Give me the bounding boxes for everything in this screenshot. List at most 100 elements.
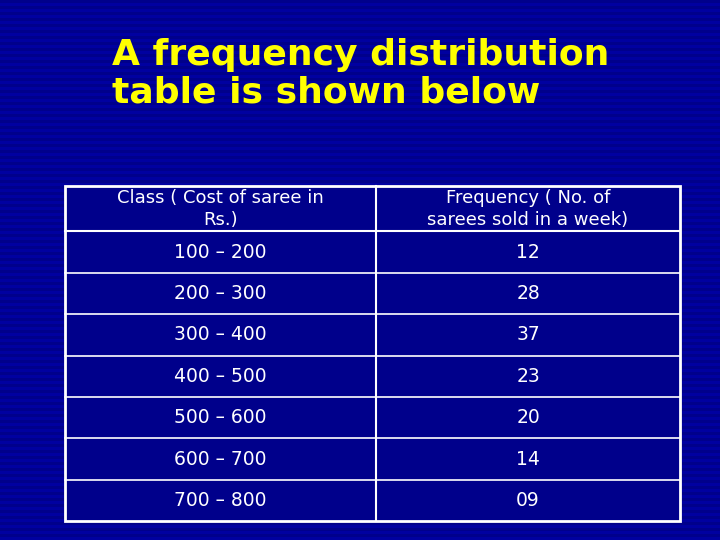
Bar: [0, 171, 720, 174]
Bar: [0, 63, 720, 66]
Bar: [0, 303, 720, 306]
Bar: [0, 87, 720, 90]
Bar: [0, 423, 720, 426]
Text: Frequency ( No. of
sarees sold in a week): Frequency ( No. of sarees sold in a week…: [428, 189, 629, 229]
Bar: [0, 81, 720, 84]
Bar: [0, 501, 720, 504]
Text: 23: 23: [516, 367, 540, 386]
Bar: [0, 471, 720, 474]
Bar: [0, 33, 720, 36]
Bar: [0, 39, 720, 42]
Bar: [0, 165, 720, 168]
Text: 700 – 800: 700 – 800: [174, 491, 266, 510]
Bar: [0, 441, 720, 444]
Bar: [0, 309, 720, 312]
Bar: [0, 75, 720, 78]
Bar: [0, 123, 720, 126]
Bar: [0, 411, 720, 414]
Bar: [0, 399, 720, 402]
Bar: [0, 405, 720, 408]
Text: A frequency distribution
table is shown below: A frequency distribution table is shown …: [112, 38, 609, 110]
Bar: [0, 447, 720, 450]
Bar: [0, 435, 720, 438]
Bar: [0, 345, 720, 348]
Text: 100 – 200: 100 – 200: [174, 242, 266, 262]
Bar: [0, 459, 720, 462]
Bar: [0, 135, 720, 138]
Bar: [0, 525, 720, 528]
Bar: [0, 387, 720, 390]
Bar: [65, 186, 680, 521]
Bar: [0, 477, 720, 480]
Bar: [0, 159, 720, 162]
Text: 20: 20: [516, 408, 540, 427]
Bar: [0, 15, 720, 18]
Bar: [0, 57, 720, 60]
Bar: [0, 315, 720, 318]
Text: 600 – 700: 600 – 700: [174, 449, 266, 469]
Bar: [0, 327, 720, 330]
Bar: [0, 9, 720, 12]
Bar: [0, 363, 720, 366]
Bar: [0, 357, 720, 360]
Bar: [0, 267, 720, 270]
Bar: [0, 291, 720, 294]
Bar: [0, 351, 720, 354]
Bar: [0, 195, 720, 198]
Text: 28: 28: [516, 284, 540, 303]
Bar: [0, 381, 720, 384]
Text: 400 – 500: 400 – 500: [174, 367, 266, 386]
Text: 37: 37: [516, 326, 540, 345]
Bar: [0, 519, 720, 522]
Bar: [0, 189, 720, 192]
Bar: [0, 369, 720, 372]
Bar: [0, 279, 720, 282]
Bar: [0, 321, 720, 324]
Bar: [0, 27, 720, 30]
Bar: [0, 69, 720, 72]
Text: 12: 12: [516, 242, 540, 262]
Bar: [0, 537, 720, 540]
Bar: [0, 105, 720, 108]
Bar: [0, 507, 720, 510]
Bar: [0, 339, 720, 342]
Bar: [0, 117, 720, 120]
Bar: [0, 225, 720, 228]
Text: Class ( Cost of saree in
Rs.): Class ( Cost of saree in Rs.): [117, 189, 323, 229]
Bar: [0, 3, 720, 6]
Bar: [0, 465, 720, 468]
Bar: [0, 333, 720, 336]
Bar: [0, 513, 720, 516]
Bar: [0, 429, 720, 432]
Bar: [0, 231, 720, 234]
Bar: [0, 183, 720, 186]
Bar: [0, 207, 720, 210]
Bar: [0, 243, 720, 246]
Text: 300 – 400: 300 – 400: [174, 326, 266, 345]
Text: 09: 09: [516, 491, 540, 510]
Bar: [0, 51, 720, 54]
Bar: [0, 129, 720, 132]
Text: 14: 14: [516, 449, 540, 469]
Bar: [0, 45, 720, 48]
Bar: [0, 21, 720, 24]
Bar: [0, 297, 720, 300]
Bar: [0, 531, 720, 534]
Bar: [0, 219, 720, 222]
Text: 200 – 300: 200 – 300: [174, 284, 266, 303]
Text: 500 – 600: 500 – 600: [174, 408, 266, 427]
Bar: [0, 375, 720, 378]
Bar: [0, 495, 720, 498]
Bar: [0, 141, 720, 144]
Bar: [0, 417, 720, 420]
Bar: [0, 261, 720, 264]
Bar: [0, 453, 720, 456]
Bar: [0, 255, 720, 258]
Bar: [0, 285, 720, 288]
Bar: [0, 147, 720, 150]
Bar: [0, 273, 720, 276]
Bar: [0, 177, 720, 180]
Bar: [0, 237, 720, 240]
Bar: [0, 111, 720, 114]
Bar: [0, 213, 720, 216]
